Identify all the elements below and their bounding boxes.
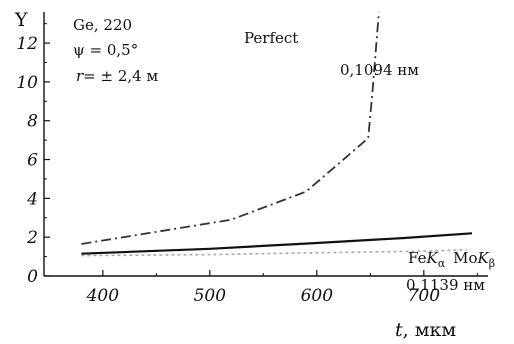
annotation-psi: ψ = 0,5° <box>73 41 138 59</box>
y-tick-label: 6 <box>27 151 38 171</box>
ticks: 0 2 4 6 8 10 12 400 500 600 700 <box>16 23 478 306</box>
x-tick-label: 700 <box>408 286 441 306</box>
y-tick-label: 8 <box>27 112 38 132</box>
annotation-fe-mo: FeKα MoKβ <box>408 249 495 270</box>
fe-k: K <box>425 249 438 267</box>
y-tick-label: 4 <box>26 189 38 209</box>
mo-text: Mo <box>453 249 477 267</box>
series-line-dash-dot <box>81 11 380 245</box>
y-tick-label: 12 <box>16 34 38 54</box>
annotation-r-var: r <box>76 67 84 85</box>
annotation-wavelength-bottom: 0,1139 нм <box>406 276 485 294</box>
y-tick-label: 2 <box>26 228 38 248</box>
x-tick-label: 400 <box>86 286 120 306</box>
annotation-wavelength-top: 0,1094 нм <box>340 61 419 79</box>
x-axis-var: t <box>395 319 403 341</box>
x-tick-label: 500 <box>194 286 227 306</box>
y-tick-label: 10 <box>16 73 38 93</box>
y-axis-title: Y <box>14 9 28 31</box>
fe-sub: α <box>438 257 446 270</box>
annotation-r: r= ± 2,4 м <box>76 67 158 85</box>
series-line-solid <box>81 232 473 255</box>
y-tick-label: 0 <box>27 267 38 287</box>
mo-sub: β <box>489 257 495 270</box>
mo-k: K <box>477 249 490 267</box>
series-line-dotted <box>81 249 467 257</box>
annotation-r-value: = ± 2,4 м <box>83 67 158 85</box>
annotation-perfect: Perfect <box>244 29 298 47</box>
x-axis-unit: , мкм <box>403 319 457 341</box>
fe-text: Fe <box>408 249 427 267</box>
series-group <box>81 11 473 257</box>
annotation-crystal: Ge, 220 <box>73 16 132 34</box>
x-tick-label: 600 <box>301 286 334 306</box>
axes <box>43 12 488 277</box>
x-axis-title: t, мкм <box>395 319 456 341</box>
